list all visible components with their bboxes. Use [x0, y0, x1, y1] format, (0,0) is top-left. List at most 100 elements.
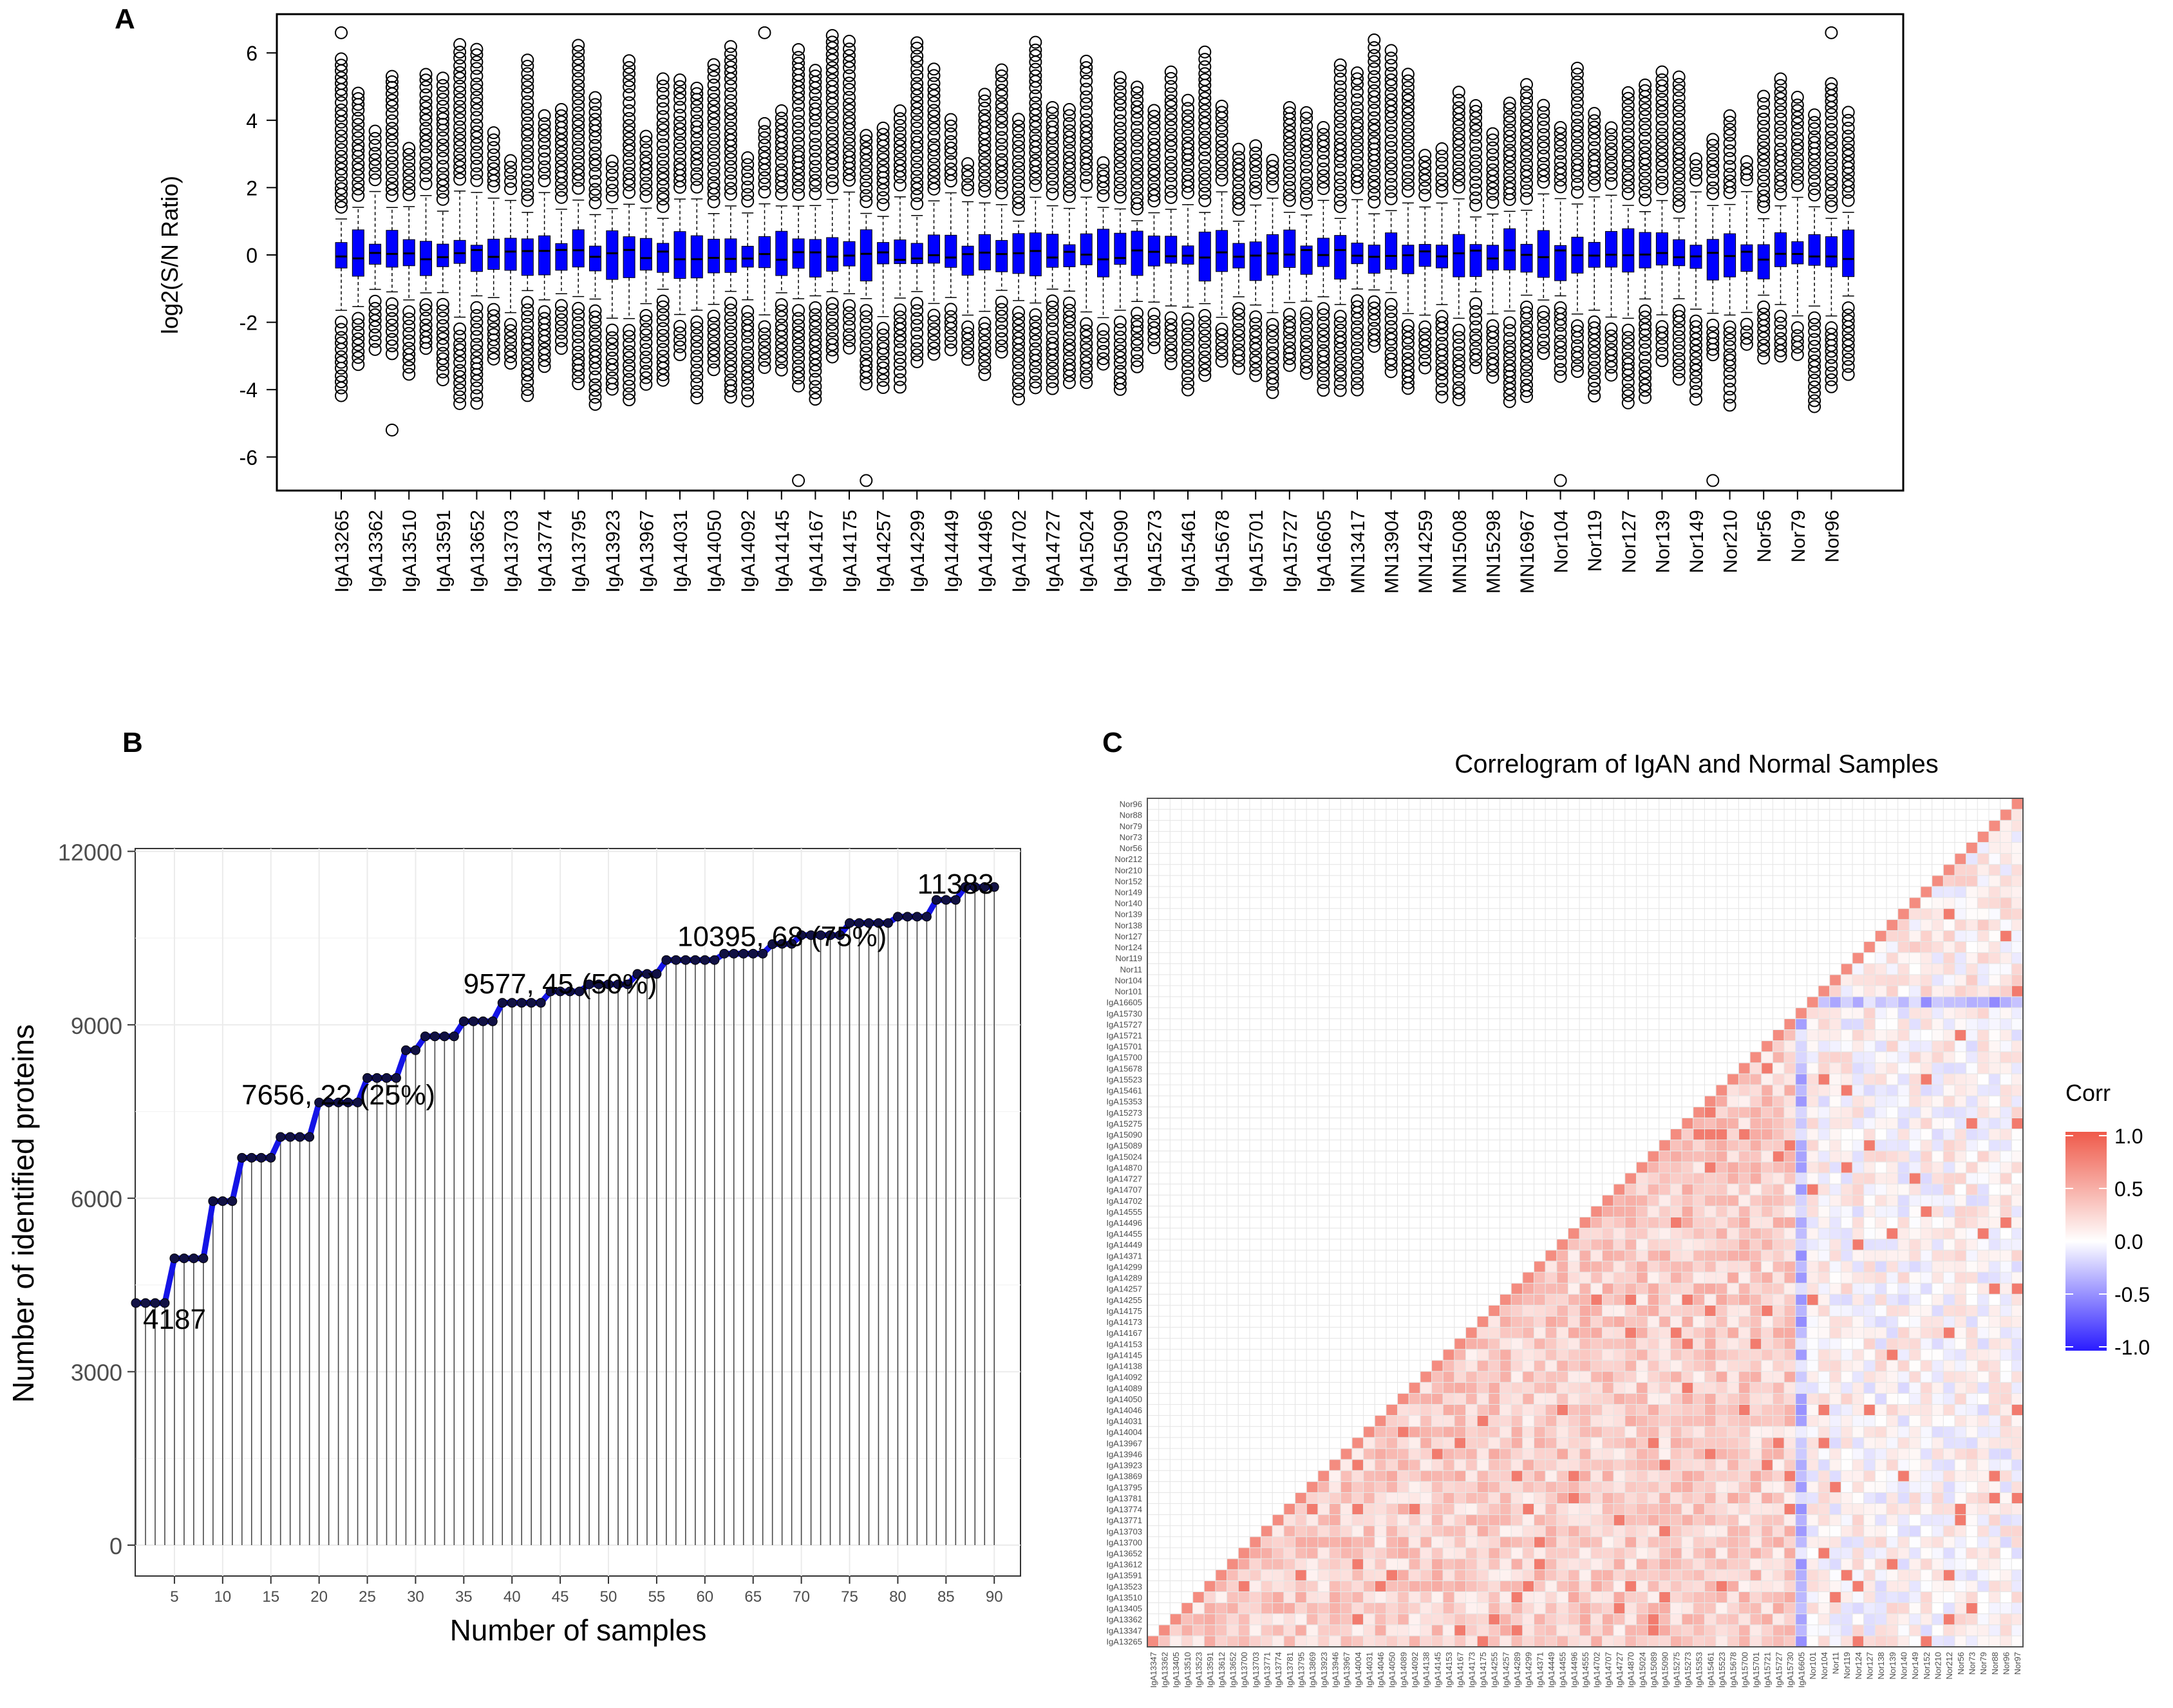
boxplot-outlier [944, 135, 957, 148]
correlogram-cell [1397, 1393, 1409, 1405]
data-point [295, 1132, 305, 1142]
correlogram-cell [1659, 1525, 1671, 1537]
boxplot-outlier [978, 114, 992, 127]
boxplot-outlier [792, 115, 805, 128]
correlogram-cell [1272, 1558, 1284, 1570]
correlogram-cell [1340, 1492, 1353, 1504]
correlogram-cell [1442, 1415, 1455, 1427]
boxplot-outlier [1639, 185, 1652, 199]
correlogram-cell [1681, 1503, 1694, 1516]
correlogram-cell [1442, 1470, 1455, 1482]
boxplot-outlier [1300, 133, 1313, 147]
boxplot-outlier [402, 361, 416, 374]
correlogram-cell [1715, 1525, 1728, 1537]
correlogram-cell [1749, 1536, 1762, 1548]
correlogram-cell [1897, 1393, 1910, 1405]
correlogram-cell [1386, 1448, 1398, 1460]
boxplot-outlier [1232, 307, 1245, 321]
correlogram-cell [2011, 1569, 2024, 1581]
data-label: 11383 [917, 868, 994, 900]
correlogram-cell [1147, 1569, 1160, 1581]
correlogram-cell [1374, 1403, 1387, 1416]
boxplot-outlier [995, 97, 1008, 110]
correlogram-cell [1306, 1591, 1319, 1604]
boxplot-outlier [910, 41, 924, 55]
boxplot-outlier [521, 74, 534, 88]
boxplot-outlier [1604, 322, 1618, 335]
boxplot-x-tick-label: IgA16605 [1313, 510, 1335, 592]
correlogram-cell [1693, 1525, 1705, 1537]
boxplot-outlier [1537, 113, 1550, 126]
boxplot-outlier [944, 315, 957, 329]
correlogram-cell [2011, 1536, 2024, 1548]
boxplot-outlier [707, 133, 720, 146]
correlogram-cell [1147, 1613, 1160, 1626]
correlogram-cell [1795, 1503, 1807, 1516]
boxplot-box [1080, 233, 1093, 265]
correlogram-cell [1840, 1470, 1853, 1482]
correlogram-cell [1840, 1591, 1853, 1604]
boxplot-outlier [1062, 338, 1076, 352]
correlogram-cell [1420, 1481, 1433, 1493]
boxplot-outlier [741, 173, 755, 186]
correlogram-cell [1510, 1613, 1523, 1626]
boxplot-outlier [876, 133, 890, 147]
correlogram-cell [1295, 1503, 1307, 1516]
boxplot-outlier [1300, 340, 1313, 353]
correlogram-cell [2000, 1481, 2012, 1493]
boxplot-outlier [775, 324, 788, 337]
boxplot-outlier [673, 333, 686, 347]
boxplot-outlier [656, 95, 670, 108]
correlogram-cell [1977, 1403, 1990, 1416]
correlogram-cell [1420, 1514, 1433, 1526]
correlogram-cell [2000, 1525, 2012, 1537]
correlogram-cell [1874, 1525, 1887, 1537]
correlogram-cell [1659, 1393, 1671, 1405]
boxplot-box [437, 243, 449, 267]
boxplot-outlier [1621, 180, 1635, 193]
correlogram-cell [1363, 1448, 1375, 1460]
boxplot-outlier [944, 303, 957, 316]
correlogram-cell [1659, 1514, 1671, 1526]
correlogram-cell [1249, 1426, 1262, 1438]
correlogram-cell [1568, 1613, 1580, 1626]
boxplot-outlier [1283, 131, 1296, 144]
boxplot-outlier [1333, 323, 1347, 337]
correlogram-cell [1545, 1591, 1557, 1604]
correlogram-cell [1738, 1635, 1751, 1647]
correlogram-cell [1715, 1459, 1728, 1471]
boxplot-outlier [1181, 327, 1194, 341]
correlogram-cell [1727, 1415, 1739, 1427]
boxplot-outlier [639, 328, 653, 342]
correlogram-cell [1500, 1470, 1512, 1482]
correlogram-cell [1715, 1503, 1728, 1516]
boxplot-outlier [385, 70, 399, 83]
boxplot-outlier [419, 148, 433, 162]
correlogram-cell [1397, 1624, 1409, 1637]
boxplot-outlier [1164, 71, 1178, 85]
boxplot-outlier [1113, 155, 1127, 169]
boxplot-outlier [741, 338, 755, 352]
boxplot-box [1351, 242, 1364, 265]
correlogram-cell [1908, 1492, 1921, 1504]
boxplot-outlier [1131, 176, 1144, 190]
correlogram-cell [1408, 1415, 1421, 1427]
data-point [902, 912, 912, 922]
correlogram-cell [1306, 1569, 1319, 1581]
boxplot-outlier [1232, 354, 1245, 368]
boxplot-outlier [1232, 183, 1245, 197]
correlogram-cell [1227, 1580, 1239, 1592]
boxplot-outlier [623, 88, 636, 102]
boxplot-outlier [1198, 329, 1212, 343]
boxplot-outlier [572, 133, 585, 146]
correlogram-cell [1329, 1547, 1341, 1559]
boxplot-outlier [825, 73, 839, 87]
correlogram-cell [1852, 1492, 1865, 1504]
correlogram-cell [1397, 1503, 1409, 1516]
correlogram-cell [1590, 1569, 1603, 1581]
correlogram-cell [1534, 1580, 1546, 1592]
boxplot-outlier [1164, 87, 1178, 100]
correlogram-cell [1693, 1635, 1705, 1647]
boxplot-outlier [673, 116, 686, 129]
correlogram-cell [1488, 1536, 1501, 1548]
